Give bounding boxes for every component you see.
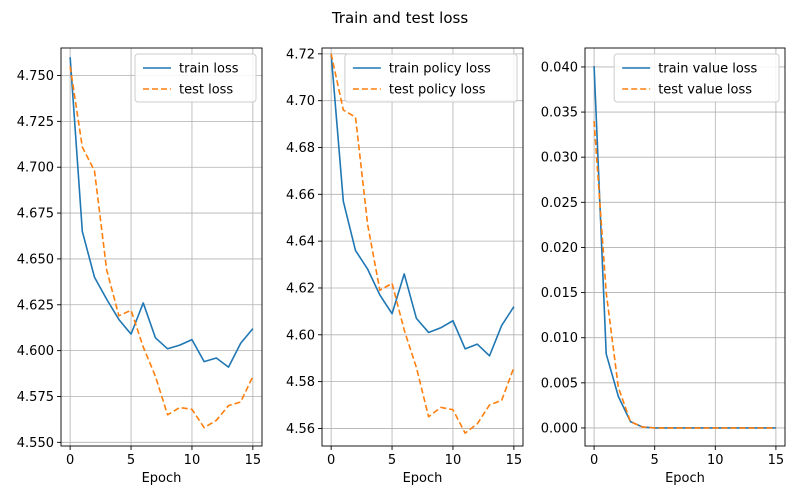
y-tick-label: 4.60: [286, 328, 315, 343]
x-axis-label: Epoch: [142, 471, 182, 486]
y-tick-label: 0.040: [541, 60, 578, 75]
series-line-train: [593, 66, 776, 429]
y-tick-label: 4.700: [17, 161, 54, 176]
legend-box: [134, 53, 257, 103]
legend-box: [613, 53, 780, 103]
legend-box: [344, 53, 518, 103]
x-tick-label: 15: [245, 453, 262, 468]
legend-label: train loss: [179, 62, 239, 77]
y-tick-label: 0.030: [541, 151, 578, 166]
y-tick-label: 0.010: [541, 331, 578, 346]
x-tick-label: 5: [388, 453, 396, 468]
subplot-3: 0 5 10 15 0.000 0.005 0.010 0.015 0.020 0.025 0.03…: [541, 47, 786, 486]
series-line-train: [69, 57, 254, 368]
x-tick-label: 0: [327, 453, 335, 468]
y-tick-label: 0.005: [541, 376, 578, 391]
y-tick-label: 4.725: [17, 115, 54, 130]
y-tick-label: 4.62: [286, 281, 315, 296]
y-tick-label: 0.020: [541, 241, 578, 256]
y-tick-label: 0.015: [541, 286, 578, 301]
axes-frame: [60, 47, 263, 447]
series-line-train: [330, 53, 515, 357]
y-tick-label: 4.600: [17, 344, 54, 359]
y-tick-label: 0.000: [541, 421, 578, 436]
y-tick-label: 4.58: [286, 375, 315, 390]
y-tick-label: 0.035: [541, 106, 578, 121]
series-line-test: [330, 53, 515, 434]
legend-label: train policy loss: [389, 62, 491, 77]
axes-frame: [321, 47, 524, 447]
legend: train loss test loss: [134, 53, 257, 103]
legend: train policy loss test policy loss: [344, 53, 518, 103]
x-tick-label: 10: [445, 453, 462, 468]
y-tick-label: 0.025: [541, 196, 578, 211]
legend: train value loss test value loss: [613, 53, 780, 103]
legend-label: test loss: [179, 83, 233, 98]
legend-label: test policy loss: [389, 83, 486, 98]
y-tick-label: 4.72: [286, 47, 315, 62]
y-tick-label: 4.575: [17, 390, 54, 405]
y-tick-label: 4.70: [286, 94, 315, 109]
y-tick-label: 4.56: [286, 422, 315, 437]
series-line-test: [69, 66, 254, 429]
y-tick-label: 4.550: [17, 436, 54, 451]
legend-label: train value loss: [658, 62, 757, 77]
subplot-2: 0 5 10 15 4.56 4.58 4.60 4.62 4.64 4.66 4.68 4.70 4.…: [286, 47, 524, 486]
x-axis-label: Epoch: [403, 471, 443, 486]
axes-frame: [584, 47, 786, 447]
x-tick-label: 0: [66, 453, 74, 468]
x-axis-label: Epoch: [665, 471, 705, 486]
legend-label: test value loss: [658, 83, 752, 98]
y-tick-label: 4.68: [286, 141, 315, 156]
y-tick-label: 4.675: [17, 207, 54, 222]
x-tick-label: 10: [184, 453, 201, 468]
y-tick-label: 4.625: [17, 298, 54, 313]
subplot-1: 0 5 10 15 4.550 4.575 4.600 4.625 4.650 4.675 4.70…: [17, 47, 263, 486]
y-tick-label: 4.650: [17, 252, 54, 267]
x-tick-label: 15: [506, 453, 523, 468]
x-tick-label: 5: [127, 453, 135, 468]
y-tick-label: 4.66: [286, 188, 315, 203]
y-tick-label: 4.750: [17, 69, 54, 84]
figure-title: Train and test loss: [331, 9, 468, 27]
x-tick-label: 0: [590, 453, 598, 468]
y-tick-label: 4.64: [286, 235, 315, 250]
x-tick-label: 15: [768, 453, 785, 468]
x-tick-label: 10: [707, 453, 724, 468]
x-tick-label: 5: [651, 453, 659, 468]
